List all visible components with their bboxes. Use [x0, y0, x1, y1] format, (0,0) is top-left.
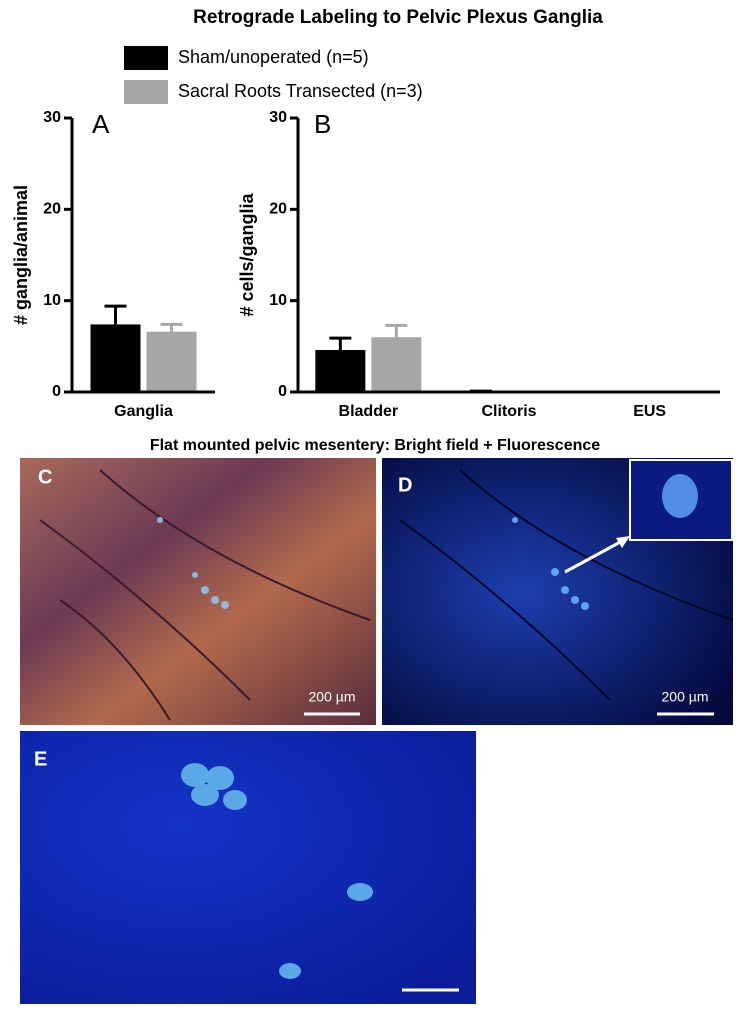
y-tick-label: 0 [278, 383, 287, 400]
legend-label: Sham/unoperated (n=5) [178, 47, 369, 67]
panel-label: C [38, 466, 52, 488]
y-tick-label: 30 [269, 109, 287, 126]
x-tick-label: Bladder [339, 403, 399, 420]
panel-label: B [314, 109, 331, 139]
legend-swatch [124, 80, 168, 104]
error-bar [160, 322, 183, 332]
figure-title: Retrograde Labeling to Pelvic Plexus Gan… [193, 7, 603, 28]
bar [315, 349, 366, 392]
charts: Sham/unoperated (n=5) Sacral Roots Transe… [11, 46, 720, 420]
y-tick-label: 20 [43, 201, 61, 218]
bar [371, 337, 422, 392]
y-tick-label: 10 [43, 292, 61, 309]
y-axis-label: # cells/ganglia [237, 192, 257, 316]
micrograph-c: C 200 µm [20, 458, 376, 725]
scale-bar-label: 200 µm [662, 689, 709, 705]
bar [146, 331, 197, 392]
error-bar [329, 336, 352, 350]
y-tick-label: 0 [52, 383, 61, 400]
x-tick-label: EUS [633, 403, 666, 420]
micrograph-d: D 200 µm [382, 458, 734, 725]
y-tick-label: 20 [269, 201, 287, 218]
bar [90, 324, 141, 392]
legend-swatch [124, 46, 168, 70]
micrographs-title: Flat mounted pelvic mesentery: Bright fi… [150, 437, 600, 454]
y-tick-label: 30 [43, 109, 61, 126]
panel-label: D [398, 474, 412, 496]
micrograph-e: E 100 µm [20, 731, 476, 1004]
axes [70, 118, 215, 394]
x-tick-label: Ganglia [114, 403, 173, 420]
error-bar [104, 304, 127, 325]
panel-label: A [92, 109, 110, 139]
y-tick-label: 10 [269, 292, 287, 309]
panel-label: E [34, 748, 47, 770]
y-axis-label: # ganglia/animal [11, 185, 31, 325]
legend-label: Sacral Roots Transected (n=3) [178, 81, 423, 101]
x-tick-label: Clitoris [481, 403, 536, 420]
scale-bar-label: 100 µm [407, 965, 454, 981]
axes [296, 118, 720, 394]
error-bar [385, 323, 408, 338]
scale-bar-label: 200 µm [309, 689, 356, 705]
